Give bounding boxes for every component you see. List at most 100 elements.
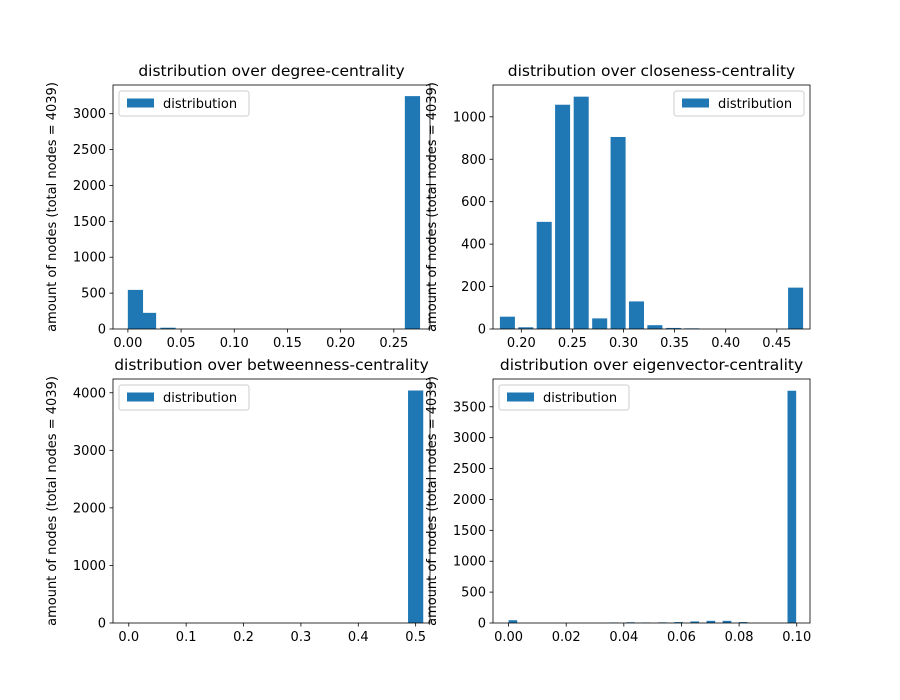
y-tick-label: 2500 xyxy=(73,143,106,158)
y-tick-label: 0 xyxy=(478,323,486,338)
x-tick-label: 0.00 xyxy=(113,336,142,351)
bar xyxy=(647,325,663,329)
y-tick-label: 1000 xyxy=(453,555,486,570)
legend-label: distribution xyxy=(163,97,237,112)
bar xyxy=(592,318,608,329)
legend-box xyxy=(118,90,250,117)
y-tick-label: 2500 xyxy=(453,462,486,477)
bar xyxy=(674,622,683,623)
chart-panel-2: 0.20 0.25 0.30 0.35 0.40 0.45 0 200 400 600 800 100… xyxy=(425,62,811,351)
x-tick-label: 0.0 xyxy=(118,630,139,645)
x-tick-label: 0.3 xyxy=(291,630,312,645)
x-tick-label: 0.02 xyxy=(552,630,581,645)
x-tick-label: 0.1 xyxy=(176,630,197,645)
chart-panel-4: 0.00 0.02 0.04 0.06 0.08 0.10 0 500 1000 1500 2000… xyxy=(425,356,811,645)
chart-title: distribution over closeness-centrality xyxy=(508,62,795,80)
y-tick-label: 600 xyxy=(461,195,486,210)
bar xyxy=(140,312,157,329)
x-tick-label: 0.40 xyxy=(711,336,740,351)
x-tick-label: 0.20 xyxy=(507,336,536,351)
y-tick-label: 800 xyxy=(461,153,486,168)
y-tick-label: 2000 xyxy=(73,179,106,194)
legend: distribution xyxy=(118,384,250,411)
x-tick-label: 0.04 xyxy=(609,630,638,645)
legend: distribution xyxy=(673,90,805,117)
bar xyxy=(518,327,534,329)
x-tick-label: 0.10 xyxy=(782,630,811,645)
y-tick-label: 2000 xyxy=(453,493,486,508)
bar xyxy=(408,390,424,623)
y-tick-label: 200 xyxy=(461,280,486,295)
legend-box xyxy=(118,384,250,411)
y-tick-label: 0 xyxy=(478,617,486,632)
legend: distribution xyxy=(118,90,250,117)
y-tick-label: 3000 xyxy=(453,431,486,446)
x-tick-label: 0.45 xyxy=(762,336,791,351)
bar xyxy=(610,136,626,329)
y-tick-label: 1000 xyxy=(73,559,106,574)
chart-title: distribution over betweenness-centrality xyxy=(114,356,429,374)
y-tick-label: 500 xyxy=(461,586,486,601)
x-tick-label: 0.2 xyxy=(233,630,254,645)
chart-title: distribution over eigenvector-centrality xyxy=(500,356,803,374)
bar xyxy=(127,289,144,329)
bar xyxy=(690,621,700,623)
bar xyxy=(787,390,797,623)
bar xyxy=(573,96,589,329)
legend-swatch xyxy=(507,392,534,402)
legend-box xyxy=(498,384,630,411)
y-axis-label: amount of nodes (total nodes = 4039) xyxy=(45,376,60,626)
x-tick-label: 0.05 xyxy=(167,336,196,351)
bar xyxy=(738,622,748,623)
y-tick-label: 4000 xyxy=(73,386,106,401)
bar xyxy=(665,327,681,329)
legend-label: distribution xyxy=(163,391,237,406)
chart-panel-3: 0.0 0.1 0.2 0.3 0.4 0.5 0 1000 2000 3000 4000 distr… xyxy=(45,356,431,645)
x-tick-label: 0.10 xyxy=(220,336,249,351)
legend: distribution xyxy=(498,384,630,411)
bar xyxy=(160,327,176,329)
y-tick-label: 2000 xyxy=(73,501,106,516)
x-tick-label: 0.30 xyxy=(609,336,638,351)
y-tick-label: 0 xyxy=(98,617,106,632)
y-axis-label: amount of nodes (total nodes = 4039) xyxy=(45,82,60,332)
chart-title: distribution over degree-centrality xyxy=(138,62,404,80)
y-tick-label: 1500 xyxy=(453,524,486,539)
x-tick-label: 0.08 xyxy=(725,630,754,645)
x-tick-label: 0.4 xyxy=(348,630,369,645)
x-tick-label: 0.06 xyxy=(667,630,696,645)
x-tick-label: 0.5 xyxy=(405,630,426,645)
bar xyxy=(555,104,571,329)
x-tick-label: 0.35 xyxy=(660,336,689,351)
bar xyxy=(788,287,804,329)
y-tick-label: 3000 xyxy=(73,444,106,459)
legend-label: distribution xyxy=(718,97,792,112)
bar xyxy=(536,221,552,329)
y-tick-label: 1500 xyxy=(73,215,106,230)
x-tick-label: 0.00 xyxy=(494,630,523,645)
legend-label: distribution xyxy=(543,391,617,406)
y-tick-label: 0 xyxy=(98,323,106,338)
y-axis-label: amount of nodes (total nodes = 4039) xyxy=(425,376,440,626)
bar xyxy=(499,316,515,329)
y-tick-label: 3500 xyxy=(453,400,486,415)
y-axis-label: amount of nodes (total nodes = 4039) xyxy=(425,82,440,332)
bar xyxy=(404,96,421,330)
y-tick-label: 1000 xyxy=(453,110,486,125)
chart-panel-1: 0.00 0.05 0.10 0.15 0.20 0.25 0 500 1000 1500 2000… xyxy=(45,62,431,351)
bar xyxy=(508,620,518,623)
y-tick-label: 1000 xyxy=(73,251,106,266)
y-tick-label: 500 xyxy=(81,287,106,302)
y-tick-label: 3000 xyxy=(73,107,106,122)
axes-frame xyxy=(492,378,811,624)
x-tick-label: 0.20 xyxy=(326,336,355,351)
legend-box xyxy=(673,90,805,117)
bar xyxy=(722,620,732,623)
x-tick-label: 0.25 xyxy=(379,336,408,351)
bar xyxy=(706,620,716,623)
axes-frame xyxy=(112,378,431,624)
x-tick-label: 0.25 xyxy=(558,336,587,351)
x-tick-label: 0.15 xyxy=(273,336,302,351)
